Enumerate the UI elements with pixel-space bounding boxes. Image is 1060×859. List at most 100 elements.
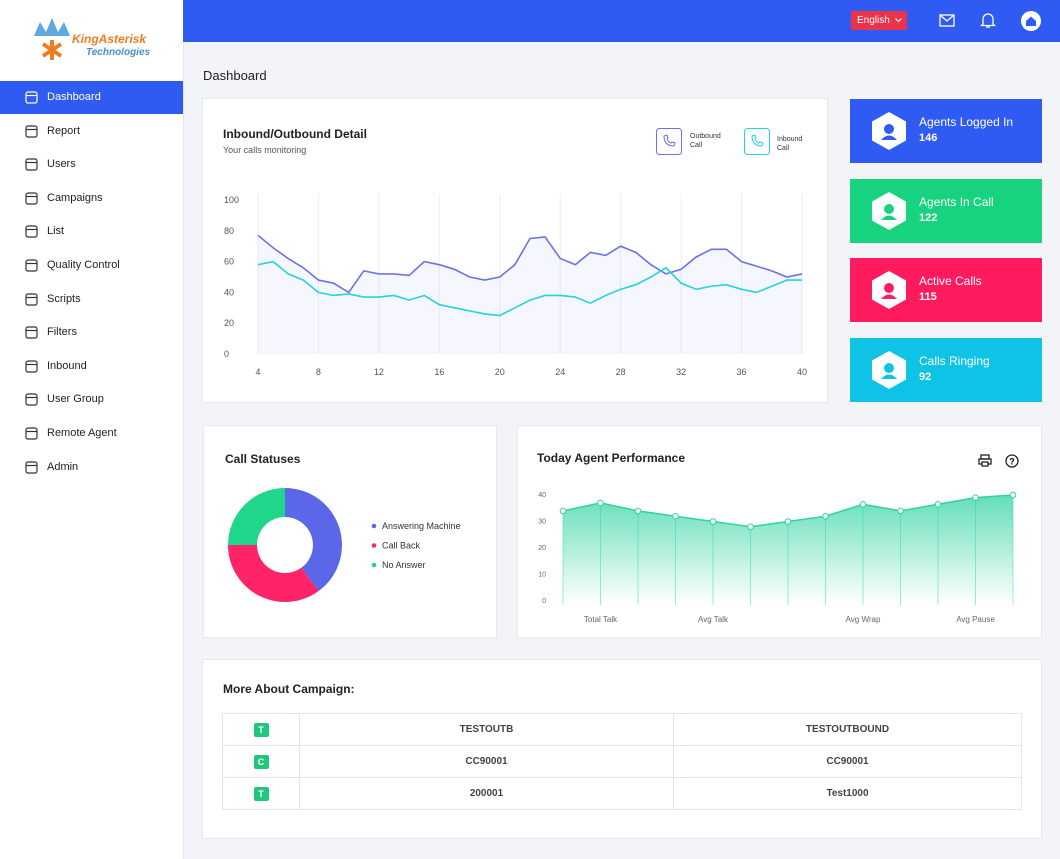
nav-item[interactable]: Remote Agent [0, 417, 183, 450]
nav-item[interactable]: Campaigns [0, 182, 183, 215]
legend-label: Outbound Call [690, 133, 721, 149]
nav-label: Admin [47, 460, 79, 473]
nav-icon [25, 326, 38, 339]
nav-icon [25, 124, 38, 138]
y-tick-label: 30 [538, 519, 546, 526]
stat-card: Agents Logged In 146 [850, 99, 1042, 163]
nav-label: Scripts [47, 292, 81, 305]
nav-label: Inbound [47, 359, 87, 372]
stat-value: 115 [919, 291, 937, 303]
legend-dot [371, 543, 377, 548]
point [597, 499, 604, 507]
language-select[interactable]: English [851, 11, 907, 30]
x-tick-label: 40 [797, 367, 807, 377]
home-icon[interactable] [1021, 11, 1041, 31]
y-tick-label: 0 [542, 598, 546, 605]
y-tick-label: 40 [538, 492, 546, 499]
stat-label: Active Calls [919, 274, 982, 288]
print-icon[interactable] [978, 454, 992, 467]
nav-item[interactable]: Quality Control [0, 249, 183, 282]
pie-slice [285, 488, 342, 592]
stat-label: Calls Ringing [919, 354, 990, 368]
area [258, 235, 802, 354]
nav-label: User Group [47, 393, 104, 406]
stat-label: Agents Logged In [919, 115, 1014, 129]
table-cell: 200001 [299, 777, 674, 810]
help-icon[interactable]: ? [1005, 454, 1019, 468]
page-title: Dashboard [203, 68, 267, 83]
icon-shape [25, 124, 38, 138]
nav-label: Report [47, 124, 81, 137]
x-tick-label: 32 [676, 367, 686, 377]
nav-icon [25, 225, 38, 238]
point [672, 512, 679, 520]
nav-icon [25, 192, 38, 205]
table-cell: C [222, 745, 300, 778]
language-label: English [857, 15, 890, 26]
area [563, 495, 1013, 601]
icon-shape [25, 460, 38, 474]
stat-card: Agents In Call 122 [850, 179, 1042, 243]
nav-label: Filters [47, 326, 77, 339]
glyph [881, 374, 897, 379]
chevron [895, 18, 902, 23]
cell-text: CC90001 [465, 756, 508, 767]
nav-item[interactable]: Admin [0, 451, 183, 484]
point [1009, 491, 1017, 499]
point [709, 518, 717, 525]
x-tick-label: 12 [374, 367, 384, 377]
table-cell: Test1000 [673, 777, 1022, 810]
icon-shape [25, 326, 38, 339]
legend-label: Call Back [382, 541, 421, 551]
icon-shape [25, 158, 38, 171]
chart-title: Call Statuses [225, 452, 301, 466]
nav-item[interactable]: Report [0, 115, 183, 148]
campaign-title: More About Campaign: [223, 682, 355, 696]
x-tick-label: 20 [495, 367, 505, 377]
icon-shape [25, 225, 38, 238]
x-tick-label: 28 [616, 367, 626, 377]
point [934, 500, 942, 508]
x-tick-label: Avg Wrap [846, 615, 881, 624]
nav-item[interactable]: User Group [0, 383, 183, 416]
nav-icon [25, 91, 38, 104]
logo-tagline: Technologies [86, 47, 151, 58]
cell-text: 200001 [469, 788, 504, 799]
y-tick-label: 20 [538, 545, 546, 552]
point [559, 507, 567, 515]
icon-shape [25, 259, 38, 272]
icon-shape [25, 91, 38, 104]
cell-text: CC90001 [826, 756, 869, 767]
legend-dot [371, 523, 377, 529]
top-bar: English [183, 0, 1060, 42]
mail-icon[interactable] [939, 14, 955, 27]
nav-icon [25, 460, 38, 474]
stat-card: Calls Ringing 92 [850, 338, 1042, 402]
nav-item[interactable]: Filters [0, 316, 183, 349]
stat-value: 92 [919, 371, 932, 383]
nav-item[interactable]: List [0, 215, 183, 248]
campaign-card: More About Campaign: T TESTOUTB TESTOUTBOU… [202, 659, 1042, 839]
glyph [884, 204, 894, 214]
glyph [881, 135, 897, 140]
logo-brand: KingAsterisk [72, 32, 147, 46]
stat-card: Active Calls 115 [850, 258, 1042, 322]
bell-icon[interactable] [980, 12, 996, 29]
icon-shape [25, 360, 38, 373]
nav-label: Remote Agent [47, 427, 117, 439]
chart-title: Today Agent Performance [537, 451, 686, 465]
y-tick-label: 20 [224, 318, 234, 328]
y-tick-label: 80 [224, 226, 234, 236]
nav-item[interactable]: Dashboard [0, 81, 183, 114]
nav-item[interactable]: Inbound [0, 350, 183, 383]
cell-text: TESTOUTB [459, 724, 514, 735]
glyph [884, 283, 894, 293]
x-tick-label: 16 [434, 367, 444, 377]
legend-dot [371, 562, 377, 568]
nav-item[interactable]: Scripts [0, 283, 183, 316]
y-tick-label: 60 [224, 257, 234, 267]
nav-label: Campaigns [47, 191, 103, 204]
nav-icon [25, 427, 38, 440]
nav-item[interactable]: Users [0, 148, 183, 181]
